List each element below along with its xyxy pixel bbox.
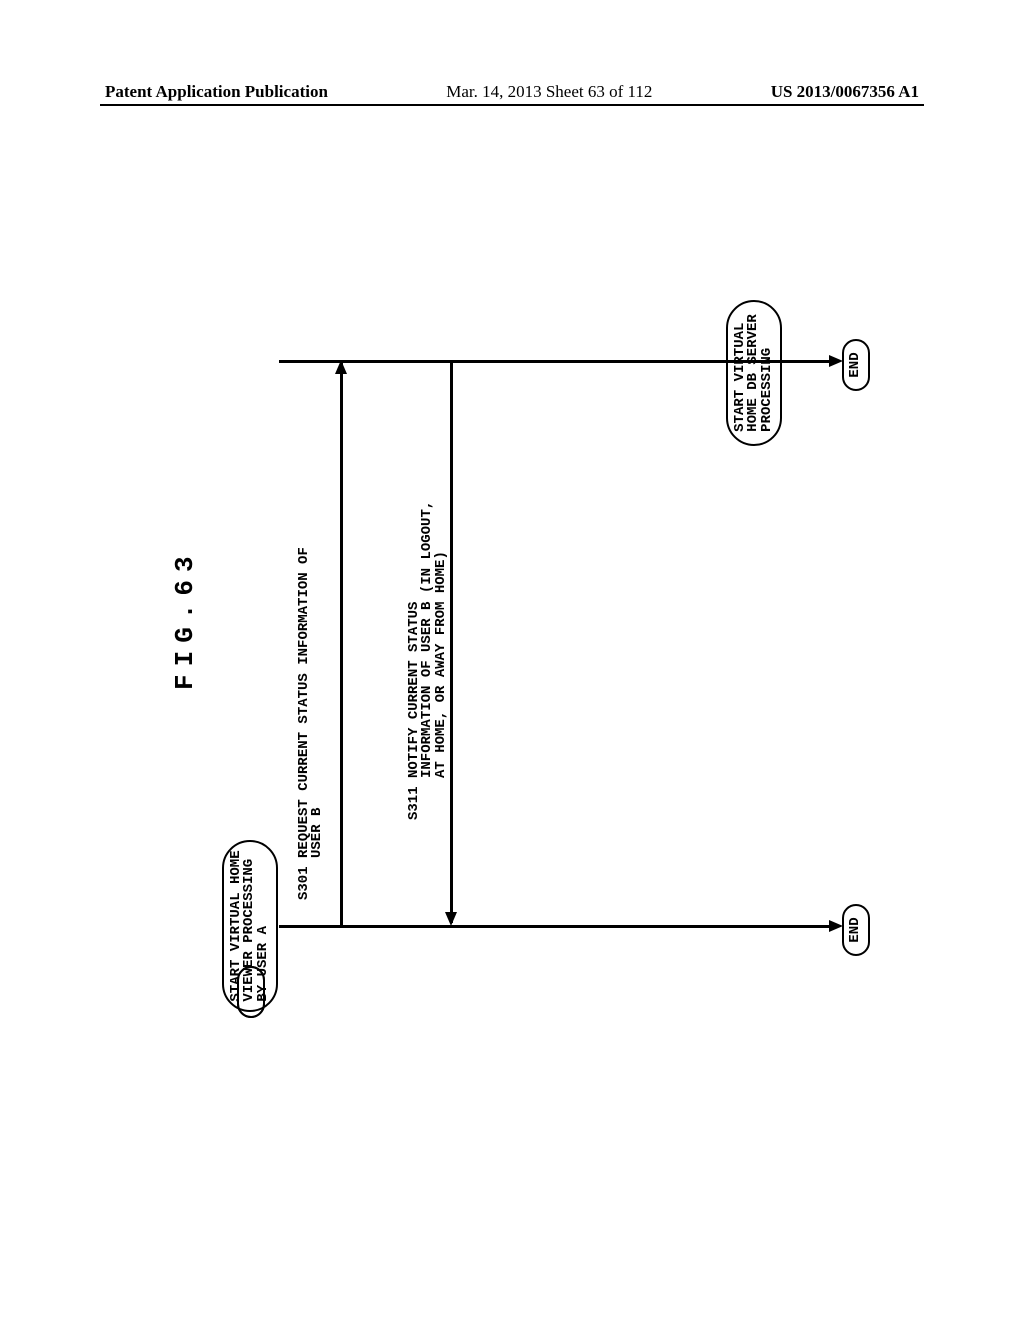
label-s301: S301 REQUEST CURRENT STATUS INFORMATION …: [298, 547, 325, 900]
header-center: Mar. 14, 2013 Sheet 63 of 112: [446, 82, 652, 102]
figure-label: FIG.63: [170, 548, 200, 690]
terminal-end-left-text: END: [849, 917, 862, 942]
header-underline: [100, 104, 924, 106]
lifeline-left-line: [279, 925, 831, 928]
header-left: Patent Application Publication: [105, 82, 328, 102]
sequence-diagram: FIG.63 START VIRTUAL HOME VIEWER PROCESS…: [140, 260, 840, 1020]
terminal-end-right-text: END: [849, 352, 862, 377]
header-right: US 2013/0067356 A1: [771, 82, 919, 102]
arrow-s301-head: [335, 360, 347, 374]
terminal-start-right: START VIRTUAL HOME DB SERVER PROCESSING: [726, 300, 782, 446]
terminal-end-left-DUP: [237, 966, 265, 1018]
page-header: Patent Application Publication Mar. 14, …: [0, 82, 1024, 102]
lifeline-left-arrowhead: [829, 920, 843, 932]
arrow-s311-head: [445, 912, 457, 926]
terminal-start-right-text: START VIRTUAL HOME DB SERVER PROCESSING: [734, 314, 774, 432]
terminal-end-left: END: [842, 904, 870, 956]
arrow-s311: [450, 361, 453, 923]
label-s311: S311 NOTIFY CURRENT STATUS INFORMATION O…: [408, 501, 448, 820]
arrow-s301: [340, 363, 343, 925]
terminal-end-right: END: [842, 339, 870, 391]
lifeline-right-span: [279, 360, 832, 363]
